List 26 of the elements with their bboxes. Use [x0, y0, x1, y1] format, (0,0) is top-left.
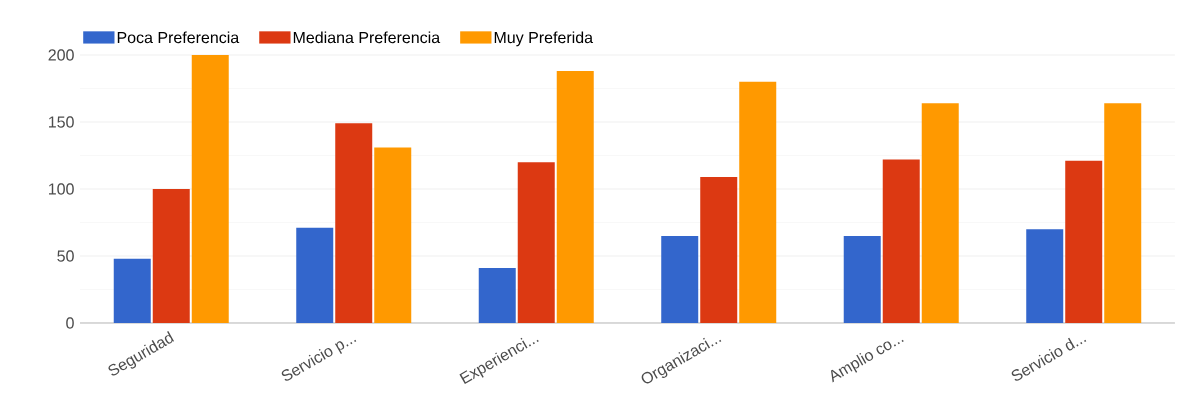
- bar: [882, 159, 920, 323]
- bar: [191, 55, 229, 323]
- bar: [1026, 229, 1064, 323]
- bar: [296, 227, 334, 323]
- bar: [152, 189, 190, 323]
- bar: [843, 235, 881, 323]
- legend-label: Muy Preferida: [494, 31, 594, 47]
- bar: [1104, 103, 1142, 323]
- legend-label: Mediana Preferencia: [293, 31, 441, 44]
- bar: [556, 71, 594, 323]
- bar: [374, 147, 412, 323]
- bar: [661, 235, 699, 323]
- bar: [478, 268, 516, 323]
- y-tick-label: 150: [49, 116, 74, 128]
- bar: [921, 103, 959, 323]
- y-tick-label: 0: [66, 317, 74, 329]
- bar: [517, 162, 555, 323]
- bar: [113, 258, 151, 323]
- legend-label: Poca Preferencia: [117, 31, 240, 44]
- bar: [335, 123, 373, 323]
- bar: [1065, 160, 1103, 323]
- y-tick-label: 100: [49, 183, 74, 195]
- bar: [739, 81, 777, 323]
- y-tick-label: 50: [57, 250, 74, 262]
- bar: [700, 176, 738, 323]
- y-tick-label: 200: [48, 49, 74, 61]
